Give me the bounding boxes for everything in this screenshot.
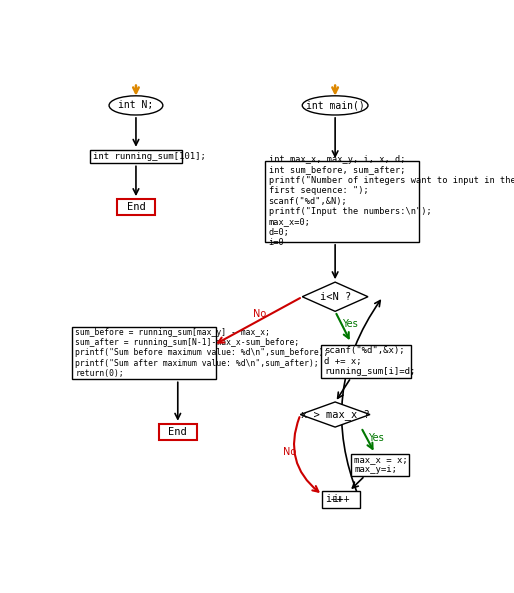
- FancyBboxPatch shape: [72, 327, 216, 379]
- FancyBboxPatch shape: [322, 491, 360, 508]
- Text: int main(): int main(): [306, 100, 364, 110]
- FancyBboxPatch shape: [265, 161, 419, 242]
- Text: No: No: [283, 448, 296, 457]
- Text: No: No: [253, 309, 266, 319]
- Text: End: End: [126, 202, 145, 212]
- Text: x > max_x ?: x > max_x ?: [301, 409, 370, 420]
- FancyBboxPatch shape: [351, 454, 409, 476]
- FancyBboxPatch shape: [90, 149, 182, 164]
- FancyBboxPatch shape: [159, 423, 197, 440]
- Text: i<N ?: i<N ?: [320, 292, 351, 302]
- Text: max_x = x;
max_y=i;: max_x = x; max_y=i;: [354, 455, 408, 474]
- Text: sum_before = running_sum[max_y] - max_x;
sum_after = running_sum[N-1]-max_x-sum_: sum_before = running_sum[max_y] - max_x;…: [76, 327, 329, 378]
- FancyBboxPatch shape: [321, 345, 411, 378]
- Text: scanf("%d",&x);
d += x;
running_sum[i]=d;: scanf("%d",&x); d += x; running_sum[i]=d…: [324, 346, 416, 376]
- Text: int running_sum[101];: int running_sum[101];: [94, 152, 206, 161]
- Text: int N;: int N;: [118, 100, 154, 110]
- Text: i++: i++: [325, 495, 343, 505]
- Polygon shape: [302, 282, 368, 311]
- Text: int max_x, max_y, i, x, d;
int sum_before, sum_after;
printf("Number of integers: int max_x, max_y, i, x, d; int sum_befor…: [269, 155, 514, 247]
- Text: Yes: Yes: [368, 433, 383, 443]
- Ellipse shape: [302, 96, 368, 115]
- Text: i++: i++: [332, 495, 350, 505]
- FancyArrowPatch shape: [342, 301, 380, 497]
- Ellipse shape: [109, 96, 163, 115]
- Polygon shape: [300, 402, 370, 427]
- Text: End: End: [169, 427, 187, 437]
- Text: Yes: Yes: [342, 318, 358, 329]
- FancyBboxPatch shape: [117, 199, 155, 215]
- FancyArrowPatch shape: [294, 417, 318, 492]
